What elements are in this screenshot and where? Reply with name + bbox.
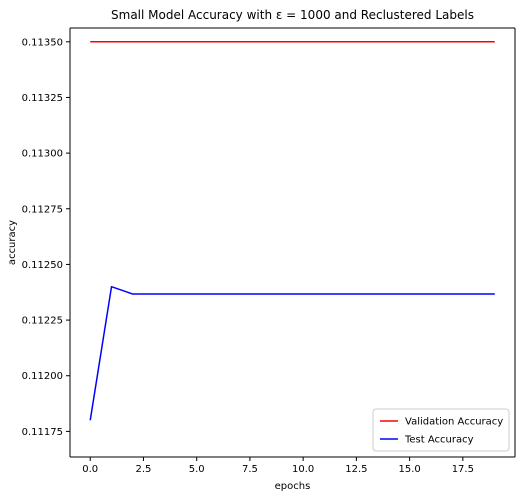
- y-tick-label: 0.11175: [22, 427, 63, 438]
- chart-title: Small Model Accuracy with ε = 1000 and R…: [111, 8, 474, 22]
- y-tick-label: 0.11325: [22, 93, 63, 104]
- y-tick-label: 0.11350: [22, 37, 63, 48]
- x-tick-label: 12.5: [345, 464, 367, 475]
- x-tick-label: 15.0: [398, 464, 420, 475]
- y-tick-label: 0.11200: [22, 371, 63, 382]
- x-tick-label: 2.5: [136, 464, 152, 475]
- y-tick-label: 0.11250: [22, 260, 63, 271]
- x-tick-label: 7.5: [242, 464, 258, 475]
- legend-label-test-accuracy: Test Accuracy: [404, 435, 474, 446]
- x-tick-label: 17.5: [452, 464, 474, 475]
- legend-label-validation-accuracy: Validation Accuracy: [405, 417, 503, 428]
- y-axis-label: accuracy: [7, 220, 18, 265]
- x-tick-label: 10.0: [292, 464, 314, 475]
- y-tick-label: 0.11300: [22, 149, 63, 160]
- y-tick-label: 0.11225: [22, 316, 63, 327]
- x-tick-label: 5.0: [189, 464, 205, 475]
- x-tick-label: 0.0: [82, 464, 98, 475]
- y-tick-label: 0.11275: [22, 204, 63, 215]
- legend: Validation Accuracy Test Accuracy: [373, 409, 509, 451]
- x-axis-label: epochs: [275, 481, 311, 492]
